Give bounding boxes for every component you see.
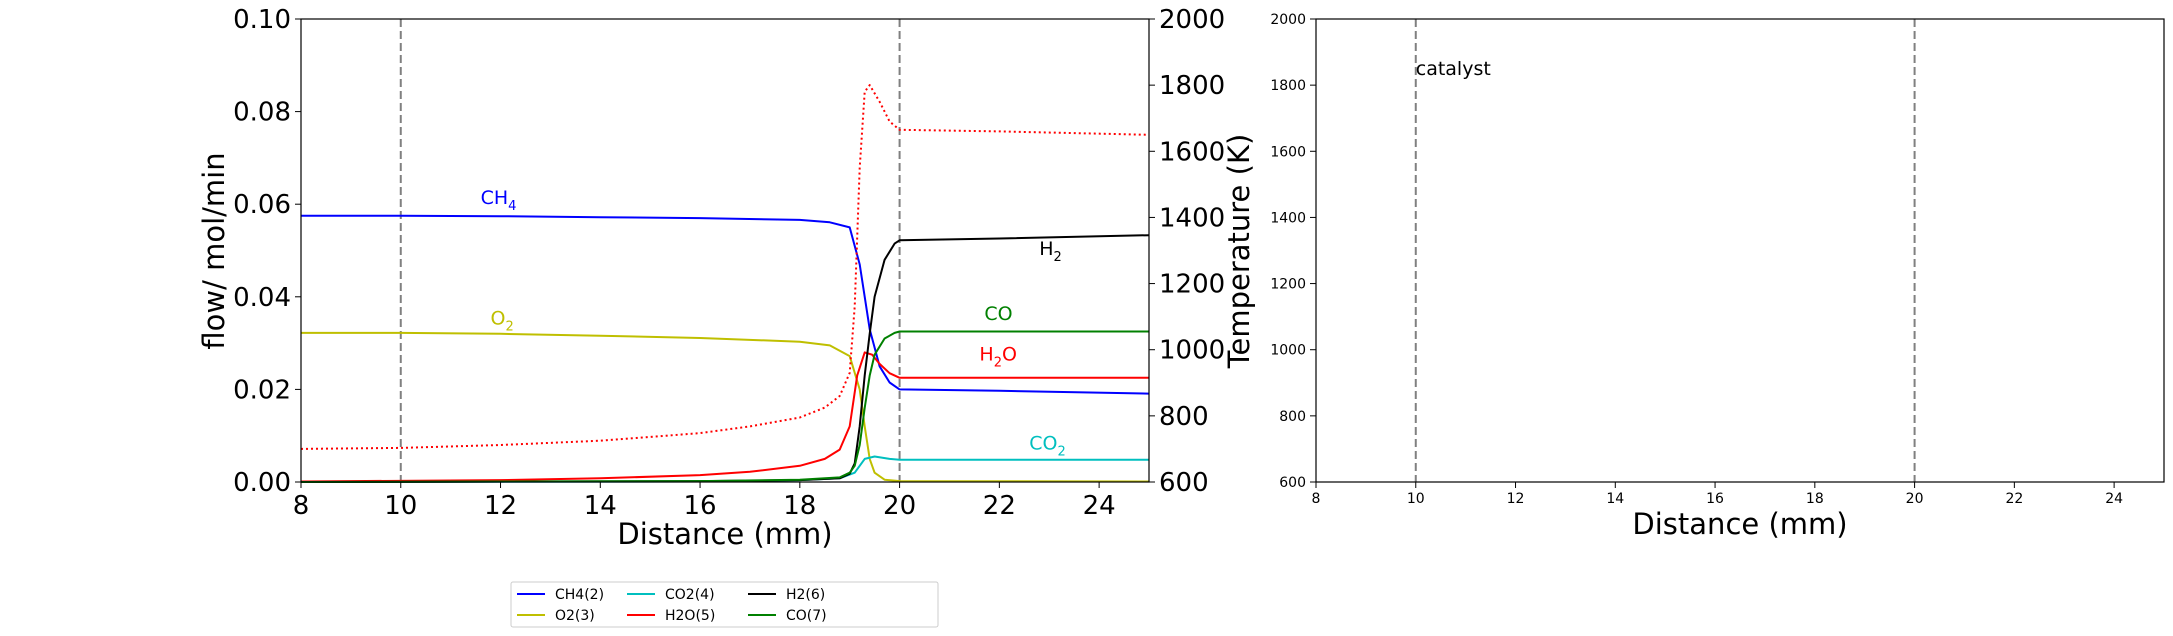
l-y-tick-label: 0.02	[233, 375, 291, 405]
r-y-tick-label: 2000	[1270, 12, 1306, 28]
l-annotation: O2	[491, 308, 514, 335]
r-x-tick-label: 20	[1906, 491, 1924, 507]
l-y2-tick-label: 800	[1159, 402, 1209, 432]
l-annotation: H2O	[979, 344, 1017, 371]
l-y2-tick-label: 1000	[1159, 336, 1225, 366]
l-x-tick-label: 12	[484, 491, 517, 521]
r-y-tick-label: 1000	[1270, 343, 1306, 359]
l-annotation: H2	[1039, 238, 1062, 265]
legend: CH4(2) O2(3) CO2(4) H2O(5) H2(6) CO(7)	[510, 581, 939, 628]
left-y-axis-label: flow/ mol/min	[197, 152, 231, 349]
right-x-axis-label: Distance (mm)	[1632, 507, 1847, 541]
l-y-tick-label: 0.10	[233, 5, 291, 35]
l-annotation: CO	[984, 303, 1012, 325]
r-x-tick-label: 24	[2105, 491, 2123, 507]
l-annotation: CO2	[1029, 433, 1066, 460]
series-line-0	[301, 214, 1150, 395]
legend-label: CO2(4)	[665, 587, 715, 603]
l-x-tick-label: 8	[293, 491, 310, 521]
r-y-tick-label: 1600	[1270, 144, 1306, 160]
l-x-tick-label: 10	[384, 491, 417, 521]
left-x-axis-label: Distance (mm)	[617, 517, 832, 551]
l-y2-tick-label: 1800	[1159, 71, 1225, 101]
series-line-1	[301, 331, 1150, 483]
l-y-tick-label: 0.00	[233, 468, 291, 498]
l-y2-tick-label: 600	[1159, 468, 1209, 498]
l-y2-tick-label: 1400	[1159, 203, 1225, 233]
l-x-tick-label: 20	[883, 491, 916, 521]
l-y-tick-label: 0.08	[233, 98, 291, 128]
legend-label: H2O(5)	[665, 608, 715, 624]
legend-frame	[510, 581, 939, 628]
left-plot-frame	[300, 18, 1150, 483]
right-chart: 8 10 12 14 16 18 20 22 24 600 800 1000 1200 1400 1600…	[1270, 12, 2165, 541]
r-annotation: catalyst	[1416, 58, 1491, 80]
r-y-tick-label: 1400	[1270, 210, 1306, 226]
left-chart: 8 10 12 14 16 18 20 22 24 0.00 0.02 0.04 0.06 0.08 0.…	[197, 5, 1256, 551]
series-line-2	[300, 455, 1149, 483]
l-x-tick-label: 16	[684, 491, 717, 521]
r-y-tick-label: 1800	[1270, 78, 1306, 94]
r-y-tick-label: 1200	[1270, 277, 1306, 293]
r-x-tick-label: 16	[1706, 491, 1724, 507]
r-y-tick-label: 600	[1279, 475, 1306, 491]
l-x-tick-label: 22	[983, 491, 1016, 521]
legend-label: CO(7)	[786, 608, 827, 624]
legend-label: O2(3)	[555, 608, 595, 624]
l-y-tick-label: 0.04	[233, 283, 291, 313]
legend-label: CH4(2)	[555, 587, 604, 603]
r-x-tick-label: 14	[1606, 491, 1624, 507]
series-line-4	[300, 234, 1150, 483]
l-x-tick-label: 14	[584, 491, 617, 521]
temperature-line	[300, 84, 1150, 450]
l-y2-tick-label: 1200	[1159, 270, 1225, 300]
l-y2-tick-label: 1600	[1159, 137, 1225, 167]
legend-label: H2(6)	[786, 587, 825, 603]
l-y2-tick-label: 2000	[1159, 5, 1225, 35]
r-x-tick-label: 12	[1507, 491, 1525, 507]
r-x-tick-label: 8	[1312, 491, 1321, 507]
l-x-tick-label: 18	[783, 491, 816, 521]
r-x-tick-label: 22	[2005, 491, 2023, 507]
series-line-5	[300, 330, 1149, 483]
r-x-tick-label: 18	[1806, 491, 1824, 507]
l-annotation: CH4	[481, 187, 517, 214]
l-x-tick-label: 24	[1083, 491, 1116, 521]
l-y-tick-label: 0.06	[233, 190, 291, 220]
r-y-tick-label: 800	[1279, 409, 1306, 425]
series-line-3	[300, 351, 1149, 483]
r-x-tick-label: 10	[1407, 491, 1425, 507]
left-y2-axis-label: Temperature (K)	[1222, 134, 1256, 370]
right-plot-frame	[1315, 18, 2165, 483]
